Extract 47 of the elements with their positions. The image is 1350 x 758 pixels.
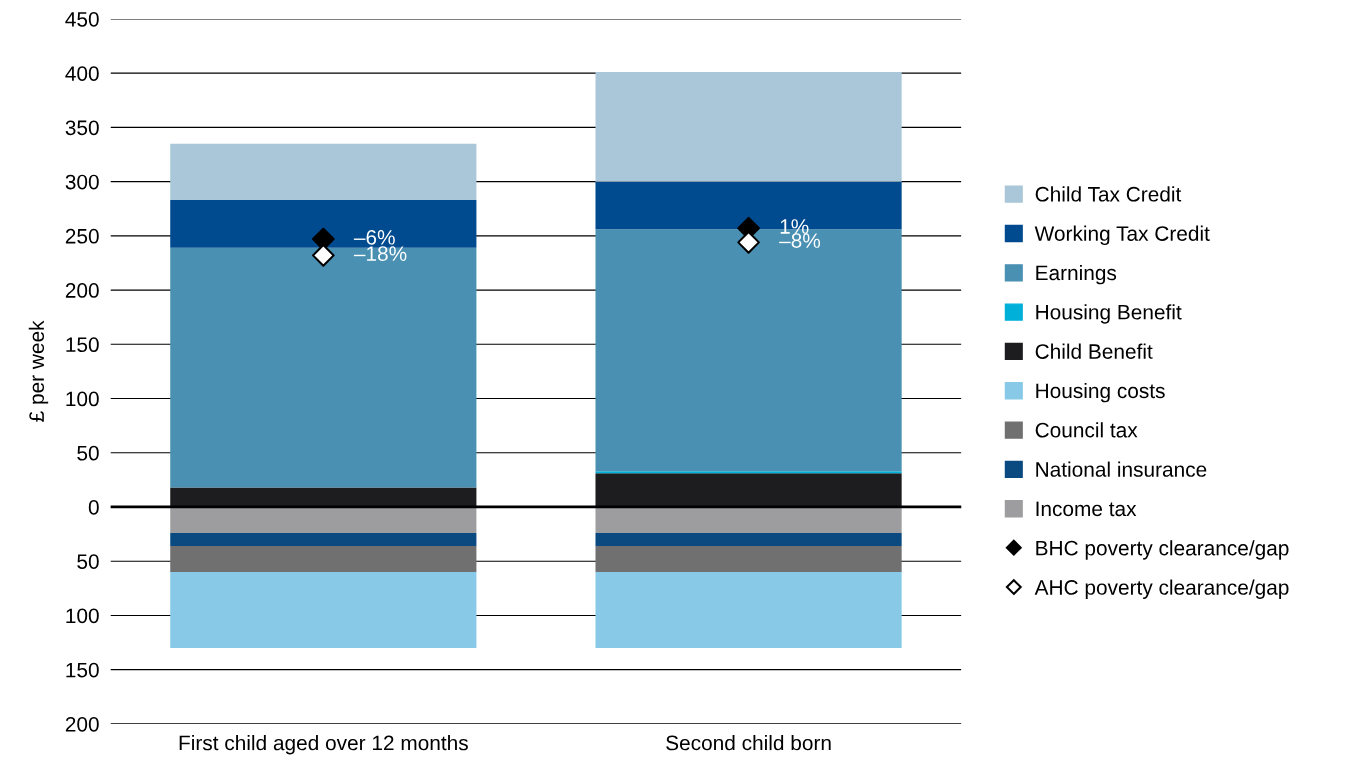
y-tick-label: 350 bbox=[65, 120, 99, 136]
y-tick-label: 0 bbox=[88, 499, 99, 515]
y-tick-label: 250 bbox=[65, 228, 99, 244]
legend-label: Council tax bbox=[1035, 422, 1138, 438]
bar bbox=[595, 471, 902, 474]
bar bbox=[170, 143, 477, 201]
legend-label: Income tax bbox=[1036, 501, 1137, 517]
bar bbox=[170, 200, 477, 248]
bar bbox=[595, 506, 902, 534]
bar bbox=[595, 473, 902, 507]
y-tick-label: 100 bbox=[66, 608, 99, 624]
legend-label: BHC poverty clearance/gap bbox=[1036, 540, 1289, 560]
y-axis-title: £ per week bbox=[28, 320, 49, 422]
annotation: –6% bbox=[353, 229, 395, 245]
x-tick-label: First child aged over 12 months bbox=[179, 735, 468, 755]
bar bbox=[170, 247, 477, 488]
legend-label: Child Benefit bbox=[1035, 343, 1153, 359]
y-tick-label: 200 bbox=[65, 283, 99, 298]
bar bbox=[170, 572, 477, 648]
legend-label: Housing costs bbox=[1036, 382, 1165, 403]
annotation: –8% bbox=[779, 233, 821, 248]
legend-label: Earnings bbox=[1036, 264, 1117, 285]
y-tick-label: 450 bbox=[65, 11, 99, 27]
bar bbox=[170, 506, 477, 534]
x-tick-label: Second child born bbox=[666, 735, 831, 751]
annotation: –18% bbox=[353, 246, 407, 261]
y-tick-label: 300 bbox=[65, 174, 99, 190]
y-tick-label: 50 bbox=[77, 554, 99, 569]
bar bbox=[595, 572, 902, 648]
legend-label: National insurance bbox=[1036, 461, 1207, 477]
legend-label: AHC poverty clearance/gap bbox=[1034, 579, 1289, 599]
legend-label: Child Tax Credit bbox=[1035, 186, 1182, 202]
y-tick-label: 400 bbox=[65, 66, 99, 81]
bar bbox=[595, 546, 902, 573]
bar bbox=[170, 533, 477, 547]
y-tick-label: 200 bbox=[65, 716, 99, 732]
legend-label: Working Tax Credit bbox=[1034, 225, 1210, 246]
y-tick-label: 150 bbox=[66, 337, 99, 353]
bar bbox=[170, 487, 477, 507]
bar bbox=[595, 533, 902, 547]
y-tick-label: 50 bbox=[77, 445, 99, 461]
bar bbox=[595, 72, 902, 182]
y-tick-label: 150 bbox=[66, 662, 99, 678]
legend-label: Housing Benefit bbox=[1036, 304, 1182, 324]
y-tick-label: 100 bbox=[66, 391, 99, 407]
bar bbox=[170, 546, 477, 573]
annotation: 1% bbox=[780, 219, 809, 234]
